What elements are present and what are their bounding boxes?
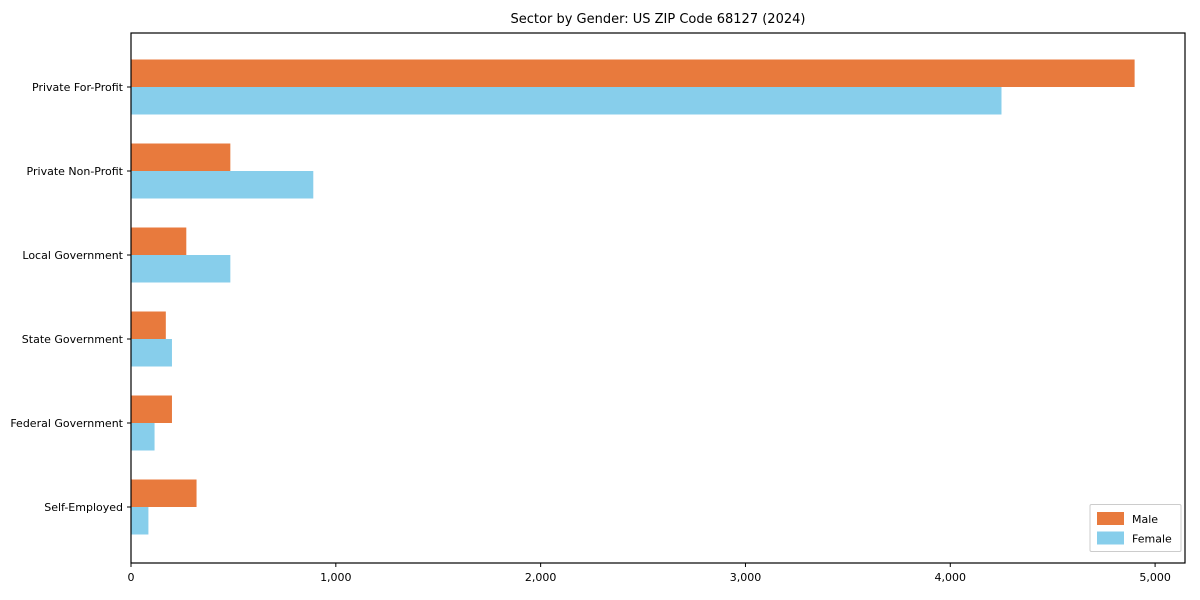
chart-title: Sector by Gender: US ZIP Code 68127 (202… [510,12,806,27]
x-tick-label: 1,000 [320,571,352,584]
legend-swatch-female [1097,531,1124,545]
bar-male-local-government [131,227,187,255]
category-label-self-employed: Self-Employed [44,501,123,514]
category-label-local-government: Local Government [22,249,123,262]
bar-male-self-employed [131,479,197,507]
plot-border [130,32,1186,564]
bar-female-self-employed [131,507,149,535]
legend-swatch-male [1097,512,1124,525]
legend-label-female: Female [1132,533,1172,546]
bar-female-private-non-profit [131,171,314,199]
bar-male-federal-government [131,395,172,423]
bar-female-private-for-profit [131,87,1002,115]
legend-label-male: Male [1132,513,1158,526]
x-tick-label: 4,000 [935,571,967,584]
x-tick-label: 2,000 [525,571,557,584]
category-label-state-government: State Government [22,333,124,346]
bar-female-local-government [131,255,231,283]
bar-male-private-for-profit [131,59,1135,87]
bar-male-state-government [131,311,166,339]
category-label-federal-government: Federal Government [10,417,123,430]
x-tick-label: 5,000 [1139,571,1171,584]
bar-female-federal-government [131,423,155,451]
x-tick-label: 3,000 [730,571,762,584]
category-label-private-for-profit: Private For-Profit [32,81,124,94]
bar-female-state-government [131,339,172,367]
x-tick-label: 0 [128,571,135,584]
category-label-private-non-profit: Private Non-Profit [27,165,124,178]
bar-male-private-non-profit [131,143,231,171]
